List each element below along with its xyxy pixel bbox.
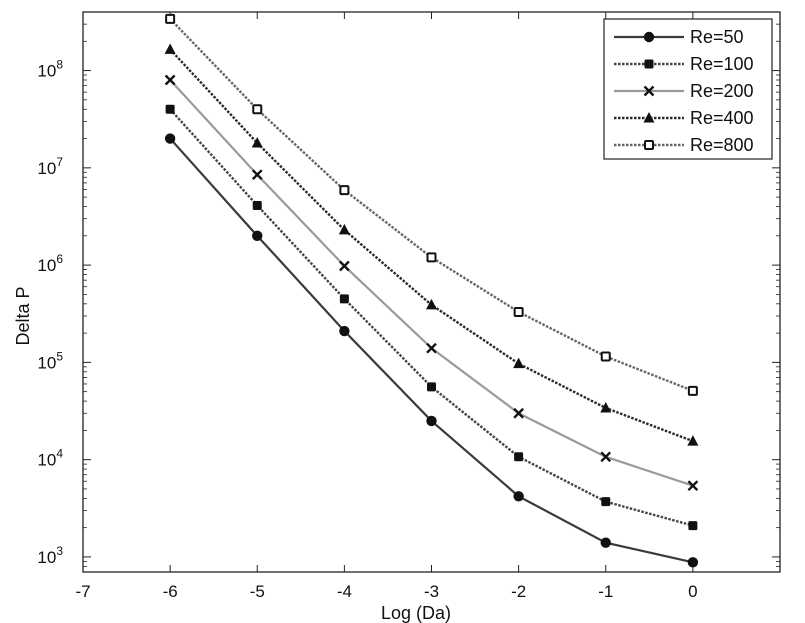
y-axis-title: Delta P (13, 286, 33, 345)
series-Re=100 (165, 104, 698, 531)
series-Re=400 (164, 43, 699, 446)
data-point (513, 491, 524, 502)
data-point (251, 169, 263, 181)
series-line (169, 137, 694, 564)
data-point (687, 557, 699, 568)
y-tick-label: 108 (37, 58, 63, 81)
data-point (164, 74, 176, 86)
y-tick-label: 103 (37, 544, 63, 567)
data-point (427, 382, 436, 392)
data-point (513, 357, 525, 369)
data-point (339, 185, 350, 196)
legend-item: Re=400 (614, 108, 754, 128)
data-point (426, 342, 437, 354)
data-point (165, 104, 175, 114)
series-Re=800 (165, 13, 698, 396)
data-point (339, 260, 350, 272)
data-point (252, 201, 262, 211)
y-axis: 103 104 105 106 107 108 (37, 11, 780, 573)
x-tick-label: -4 (337, 582, 352, 601)
legend-item: Re=200 (614, 81, 754, 101)
legend-marker (643, 112, 655, 123)
y-tick-label: 107 (37, 155, 63, 178)
x-tick-label: 0 (688, 582, 697, 601)
legend-item: Re=800 (614, 135, 754, 155)
data-point (600, 401, 612, 413)
data-point (252, 104, 263, 115)
legend-label: Re=800 (690, 135, 754, 155)
legend-marker (644, 59, 654, 69)
y-tick-label: 104 (37, 447, 63, 470)
data-point (513, 407, 524, 419)
legend-label: Re=50 (690, 27, 744, 47)
data-point (600, 451, 612, 463)
series-line (169, 108, 694, 527)
data-point (339, 325, 350, 337)
y-tick-label: 106 (37, 252, 63, 275)
data-point (600, 351, 611, 362)
x-axis: -7 -6 -5 -4 -3 -2 -1 0 (75, 12, 698, 601)
x-tick-label: -2 (511, 582, 526, 601)
data-point (164, 133, 176, 144)
legend: Re=50 Re=100 Re=200 Re=400 Re=800 (603, 18, 773, 160)
data-point (601, 497, 611, 507)
series-layer (164, 13, 699, 568)
legend-marker (643, 85, 655, 97)
data-point (600, 537, 611, 548)
x-tick-label: -5 (250, 582, 265, 601)
data-point (513, 306, 524, 317)
data-point (687, 385, 698, 396)
legend-item: Re=100 (614, 54, 754, 74)
legend-box (603, 18, 773, 160)
data-point (165, 13, 176, 24)
x-tick-label: -3 (424, 582, 439, 601)
data-point (426, 252, 437, 263)
legend-marker (644, 140, 654, 150)
data-point (252, 230, 263, 242)
data-point (687, 480, 699, 492)
y-tick-label: 105 (37, 349, 63, 372)
data-point (687, 435, 699, 446)
series-Re=200 (164, 74, 699, 492)
data-point (251, 137, 263, 148)
data-point (426, 415, 437, 427)
data-point (338, 223, 350, 235)
data-point (688, 521, 698, 531)
legend-marker (643, 31, 655, 43)
x-tick-label: -7 (75, 582, 90, 601)
data-point (164, 43, 176, 54)
x-axis-title: Log (Da) (381, 603, 451, 623)
legend-label: Re=100 (690, 54, 754, 74)
data-point (426, 298, 437, 310)
x-tick-label: -6 (163, 582, 178, 601)
x-tick-label: -1 (598, 582, 613, 601)
legend-item: Re=50 (614, 27, 744, 47)
legend-label: Re=400 (690, 108, 754, 128)
data-point (514, 452, 524, 462)
legend-label: Re=200 (690, 81, 754, 101)
series-Re=50 (164, 133, 699, 568)
data-point (339, 294, 349, 304)
